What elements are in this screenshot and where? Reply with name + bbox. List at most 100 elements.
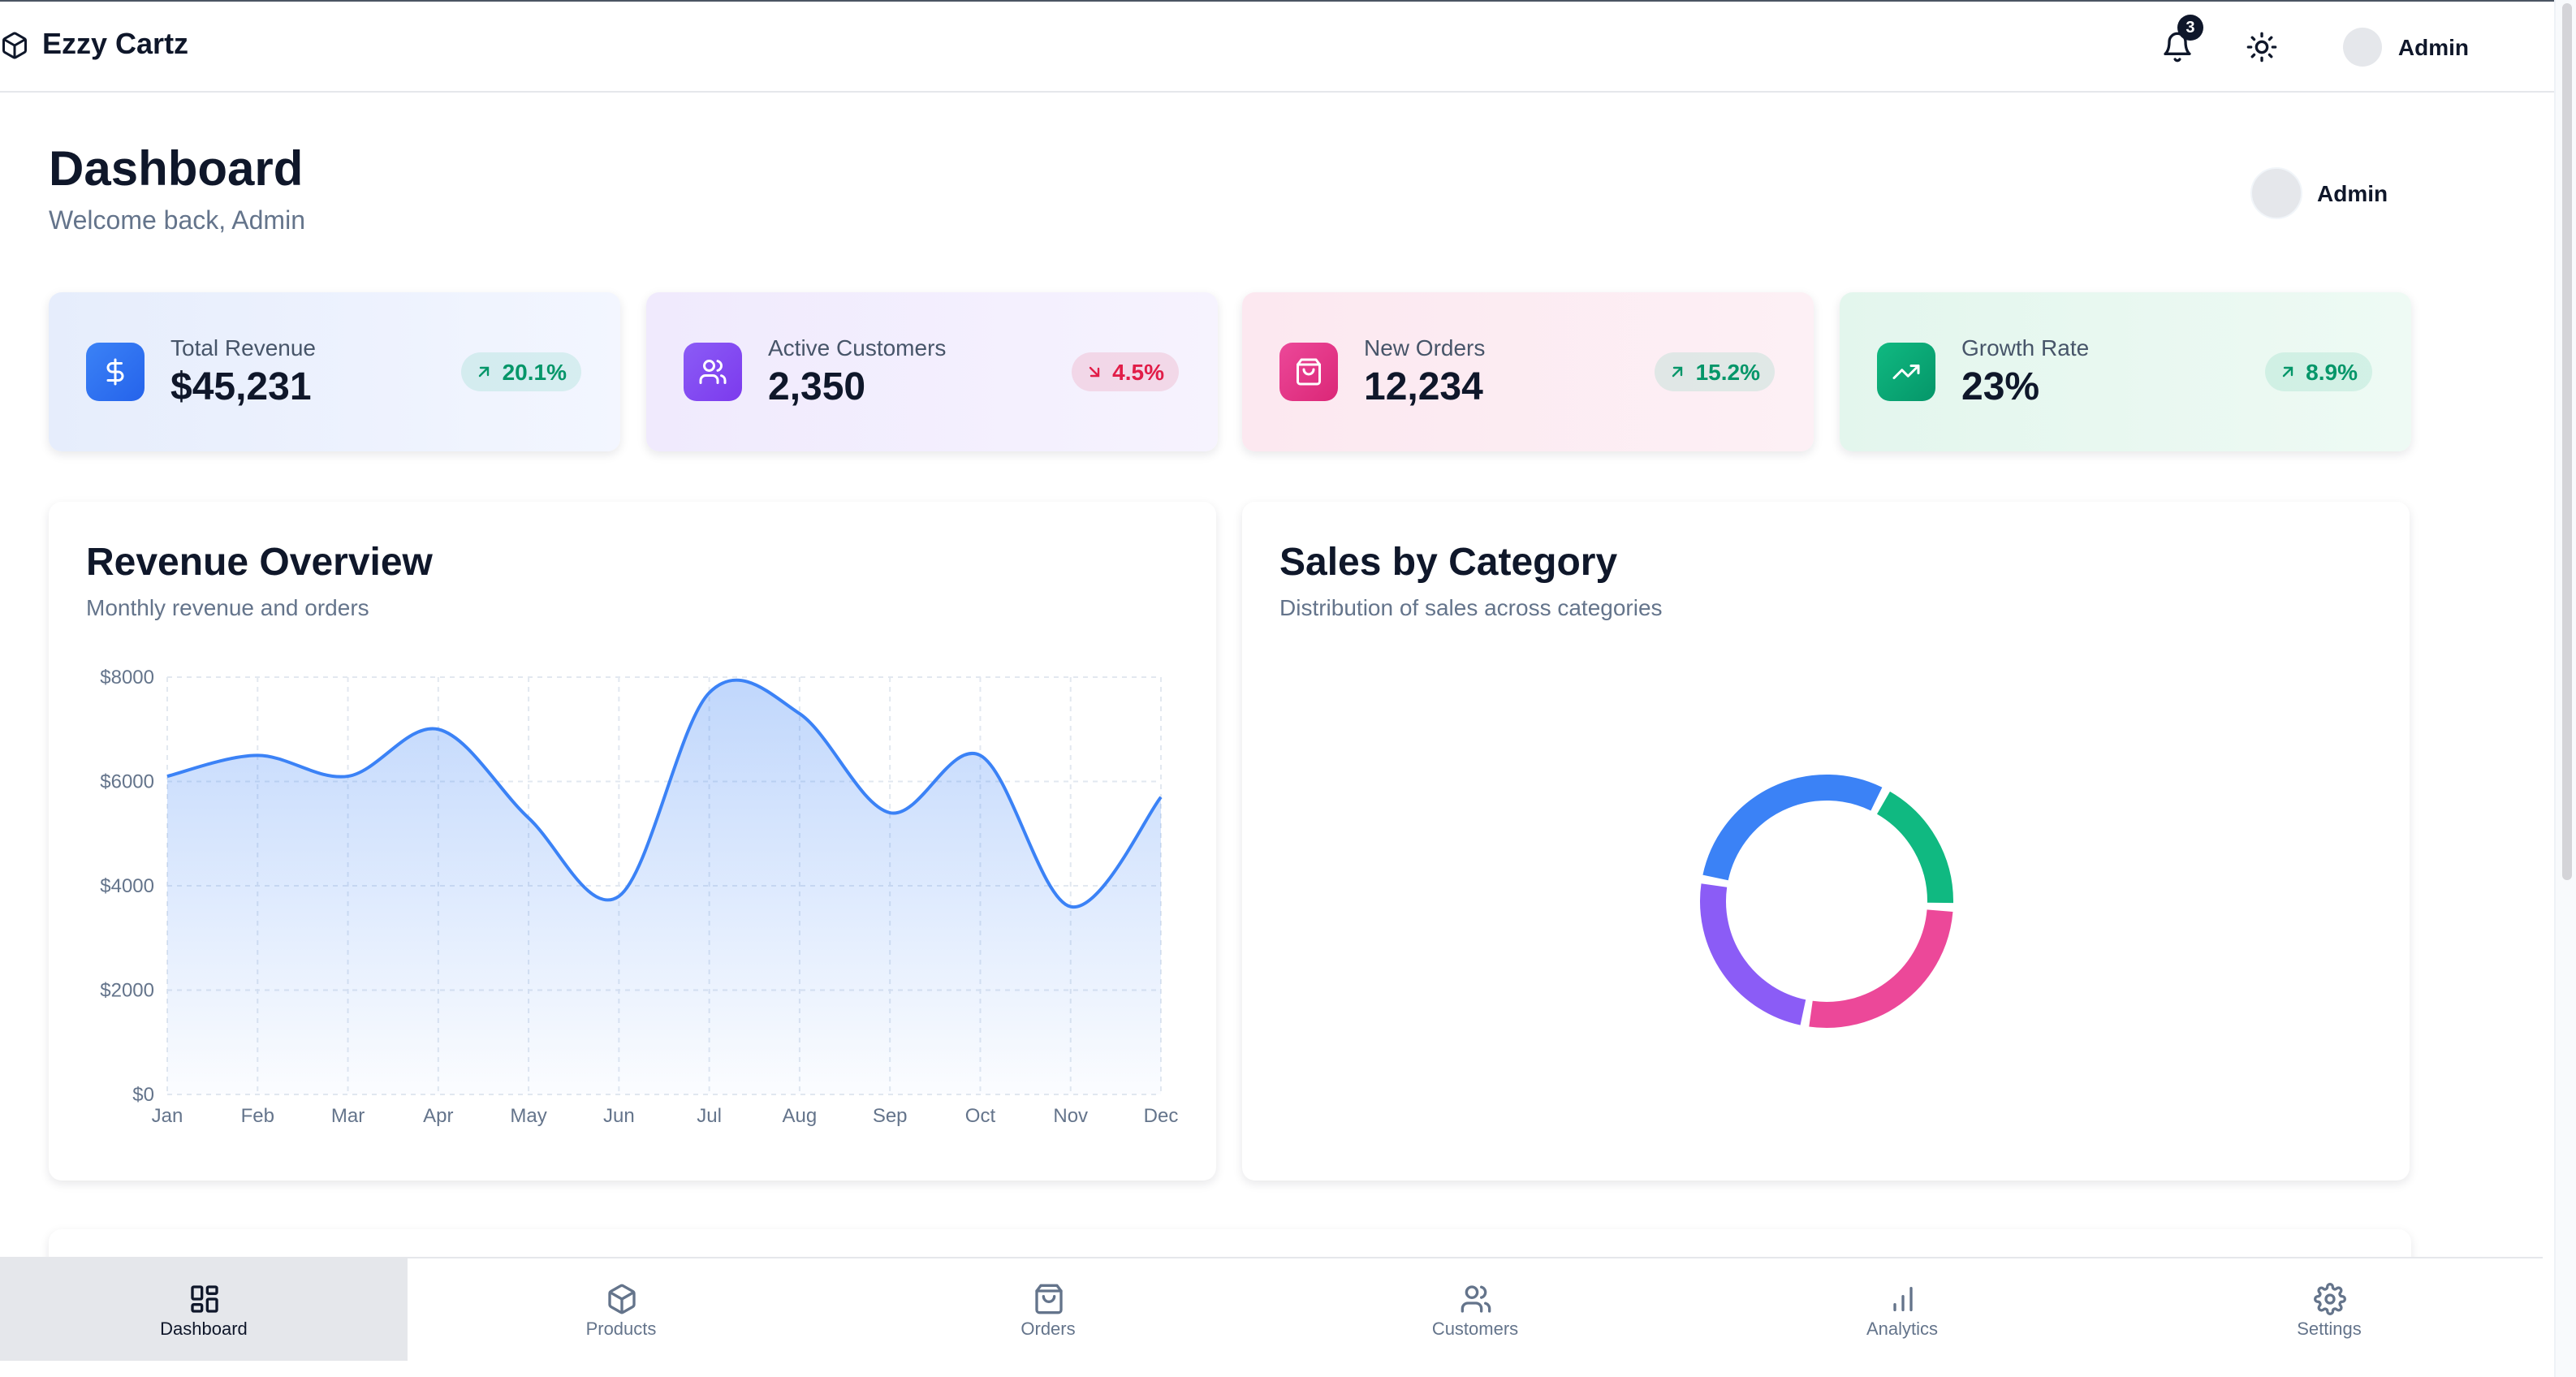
x-tick-label: Apr	[423, 1105, 453, 1127]
nav-item-settings[interactable]: Settings	[2116, 1258, 2543, 1362]
nav-item-dashboard[interactable]: Dashboard	[0, 1258, 408, 1362]
y-tick-label: $2000	[100, 980, 154, 1002]
dollar-icon	[106, 358, 124, 386]
arrow-up-right-icon	[479, 366, 490, 378]
bottom-nav: Dashboard Products Orders Customers Anal…	[0, 1257, 2543, 1362]
donut-slice[interactable]	[1700, 883, 1806, 1025]
box-icon	[2, 31, 27, 58]
stat-change-badge: 4.5%	[1072, 352, 1179, 391]
panel-subtitle: Monthly revenue and orders	[86, 594, 369, 620]
bell-icon	[2164, 32, 2191, 63]
stat-card-new-orders: New Orders 12,234 15.2%	[1242, 292, 1814, 451]
stat-card-growth-rate: Growth Rate 23% 8.9%	[1840, 292, 2411, 451]
notification-count-badge: 3	[2177, 15, 2203, 41]
grid-icon	[190, 1284, 218, 1312]
stat-label: Active Customers	[768, 335, 947, 360]
x-tick-label: Feb	[241, 1105, 274, 1127]
nav-item-products[interactable]: Products	[408, 1258, 835, 1362]
scrollbar-thumb[interactable]	[2561, 3, 2571, 880]
nav-label: Settings	[2297, 1319, 2362, 1339]
x-tick-label: Aug	[783, 1105, 818, 1127]
nav-item-customers[interactable]: Customers	[1262, 1258, 1689, 1362]
header-user[interactable]: Admin	[2250, 167, 2388, 219]
stat-value: $45,231	[170, 365, 312, 409]
stat-value: 12,234	[1364, 365, 1483, 409]
page-bottom	[0, 1361, 2543, 1377]
stat-change-badge: 8.9%	[2265, 352, 2372, 391]
donut-slice[interactable]	[1702, 775, 1883, 881]
y-tick-label: $8000	[100, 667, 154, 688]
stat-change-badge: 15.2%	[1655, 352, 1775, 391]
page-title: Dashboard	[49, 143, 304, 196]
stat-label: Total Revenue	[170, 335, 317, 360]
sales-by-category-card: Sales by Category Distribution of sales …	[1242, 502, 2410, 1181]
stat-value: 2,350	[768, 365, 866, 409]
nav-label: Orders	[1020, 1319, 1076, 1339]
revenue-series-line[interactable]	[166, 678, 1163, 909]
scrollbar[interactable]	[2553, 0, 2576, 1377]
user-name: Admin	[2317, 180, 2388, 206]
brand[interactable]: Ezzy Cartz	[0, 28, 188, 62]
box-icon	[607, 1283, 635, 1314]
nav-label: Analytics	[1866, 1319, 1939, 1339]
panel-title: Revenue Overview	[86, 541, 433, 585]
stat-card-total-revenue: Total Revenue $45,231 20.1%	[49, 292, 620, 451]
brand-name: Ezzy Cartz	[42, 28, 189, 60]
user-name: Admin	[2397, 34, 2469, 60]
x-tick-label: Sep	[873, 1105, 908, 1127]
stat-card-active-customers: Active Customers 2,350 4.5%	[646, 292, 1218, 451]
stat-icon-box	[1279, 343, 1338, 401]
top-actions: 3 Admin	[2151, 15, 2469, 73]
x-tick-label: Mar	[331, 1105, 365, 1127]
users-icon	[699, 360, 727, 384]
nav-item-analytics[interactable]: Analytics	[1689, 1258, 2116, 1362]
y-tick-label: $4000	[100, 875, 154, 897]
panel-title: Sales by Category	[1279, 541, 1618, 585]
avatar	[2342, 28, 2382, 67]
gear-icon	[2313, 1282, 2345, 1314]
stat-icon-box	[684, 343, 742, 401]
stat-change-badge: 20.1%	[461, 352, 581, 391]
stat-change-value: 4.5%	[1112, 359, 1164, 385]
top-bar: Ezzy Cartz 3 Admin	[0, 0, 2576, 93]
stat-change-value: 20.1%	[502, 359, 567, 385]
revenue-area-chart[interactable]: $0 $2000 $4000 $6000 $8000 Jan Feb Mar Apr May Ju…	[49, 502, 1216, 1181]
x-tick-label: Nov	[1053, 1105, 1088, 1127]
user-menu[interactable]: Admin	[2342, 28, 2469, 67]
shopping-bag-icon	[1034, 1283, 1062, 1314]
users-icon	[1460, 1284, 1491, 1312]
nav-label: Customers	[1431, 1319, 1519, 1339]
stat-change-value: 8.9%	[2306, 359, 2358, 385]
avatar	[2250, 167, 2302, 219]
theme-toggle-button[interactable]	[2236, 21, 2288, 73]
donut-slice[interactable]	[1809, 909, 1953, 1028]
arrow-up-right-icon	[1672, 366, 1683, 378]
shopping-bag-icon	[1297, 358, 1321, 386]
x-tick-label: Jan	[152, 1105, 183, 1127]
sun-icon	[2246, 32, 2277, 63]
category-donut-chart[interactable]	[1242, 502, 2410, 1181]
bar-chart-icon	[1892, 1286, 1912, 1310]
arrow-up-right-icon	[2282, 366, 2293, 378]
donut-slice[interactable]	[1876, 791, 1953, 904]
revenue-overview-card: Revenue Overview Monthly revenue and ord…	[49, 502, 1216, 1181]
x-tick-label: Dec	[1144, 1105, 1179, 1127]
x-tick-label: May	[510, 1105, 546, 1127]
x-tick-label: Oct	[965, 1105, 996, 1127]
panel-subtitle: Distribution of sales across categories	[1279, 594, 1663, 620]
nav-item-orders[interactable]: Orders	[835, 1258, 1262, 1362]
arrow-down-right-icon	[1089, 366, 1100, 378]
stat-label: New Orders	[1364, 335, 1486, 360]
nav-label: Products	[585, 1319, 657, 1339]
stat-icon-box	[1877, 343, 1935, 401]
page-subtitle: Welcome back, Admin	[49, 208, 305, 235]
stat-change-value: 15.2%	[1695, 359, 1760, 385]
y-tick-label: $6000	[100, 771, 154, 793]
notifications-button[interactable]: 3	[2151, 15, 2203, 73]
stat-label: Growth Rate	[1961, 335, 2090, 360]
nav-label: Dashboard	[160, 1319, 248, 1339]
stat-icon-box	[86, 343, 145, 401]
x-tick-label: Jun	[603, 1105, 635, 1127]
y-tick-label: $0	[132, 1084, 154, 1106]
